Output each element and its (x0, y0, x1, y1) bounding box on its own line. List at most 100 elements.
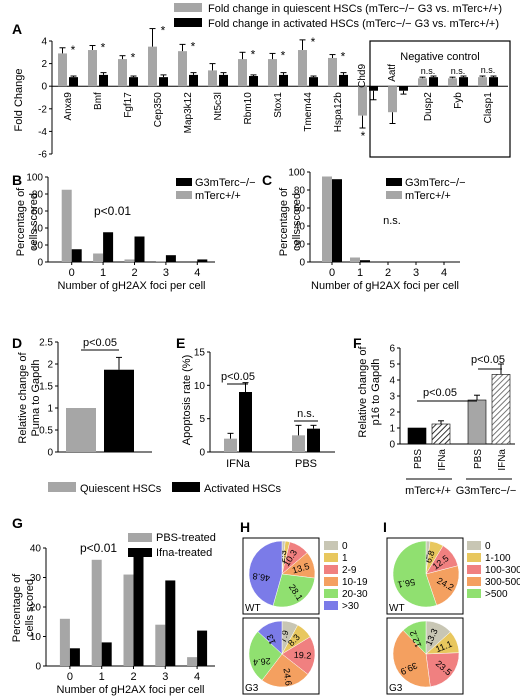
panel-a-y-label: Fold Change (13, 69, 25, 132)
pie-label-wt: WT (245, 603, 261, 614)
bar-activated-dusp2 (429, 77, 438, 87)
bar-quiescent-aatf (388, 86, 397, 113)
legend-label-i-1: 1-100 (485, 553, 511, 564)
bar-ifnatreated-1 (101, 642, 112, 666)
panel-c-annotation: n.s. (383, 215, 401, 227)
panel-a-y-tick-label: -6 (38, 150, 47, 161)
pie-h-wt-slice-label: 46.8 (252, 571, 271, 583)
bar-label-ifna: IFNa (437, 449, 448, 471)
x-tick-label: 0 (69, 267, 75, 279)
bar-activated-rbm10 (249, 76, 258, 87)
panel-letter-e: E (176, 335, 185, 351)
bar-quiescent-tmem44 (298, 50, 307, 87)
panel-b-y-tick-label: 100 (26, 173, 43, 184)
bar-quiescent-dusp2 (418, 78, 427, 87)
x-tick-label: 2 (131, 267, 137, 279)
x-tick-label: 1 (357, 267, 363, 279)
legend-swatch-activated-hscs (172, 482, 200, 492)
bar-mterc-2 (124, 259, 135, 262)
legend-label-i-0: 0 (485, 541, 491, 552)
panel-a-y-tick-label: 0 (41, 82, 47, 93)
bar-quiescent-stox1 (268, 59, 277, 87)
negative-control-box (369, 40, 511, 158)
legend-swatch-quiescent-hscs (48, 482, 76, 492)
legend-label-h-4: 20-30 (342, 589, 368, 600)
legend-label-h-3: 10-19 (342, 577, 368, 588)
significance-marker: * (341, 50, 346, 64)
legend-label-g3: G3mTerc−/− (195, 177, 256, 189)
x-tick-label: 2 (130, 671, 136, 683)
x-tick-label: 0 (67, 671, 73, 683)
legend-swatch-h-2 (324, 565, 338, 574)
bar-p16-1 (431, 423, 451, 445)
bar-activated-tmem44 (309, 77, 318, 87)
category-label-clasp1: Clasp1 (483, 92, 494, 124)
panel-b-x-label: Number of gH2AX foci per cell (58, 280, 206, 292)
bar-quiescent-clasp1 (478, 77, 487, 87)
panel-b-annotation: p<0.01 (94, 204, 131, 218)
panel-d-annotation: p<0.05 (83, 337, 117, 349)
legend-swatch-quiescent (174, 3, 202, 12)
bar-mterc-0 (61, 189, 72, 262)
category-label-hspa12b: Hspa12b (333, 92, 344, 132)
panel-b-y-label-line1: Percentage of (15, 187, 27, 256)
panel-d-y-tick-label: 1 (47, 404, 53, 415)
legend-label-g3-c: G3mTerc−/− (405, 177, 466, 189)
panel-g-y-tick-label: 0 (35, 662, 41, 673)
legend-swatch-g3 (176, 178, 192, 186)
panel-g-annotation: p<0.01 (80, 541, 117, 555)
legend-swatch-i-0 (467, 541, 481, 550)
panel-e-y-tick-label: 0 (199, 448, 205, 459)
panel-f-y-tick-label: 2 (389, 408, 395, 419)
x-tick-label: 4 (441, 267, 447, 279)
legend-swatch-i-3 (467, 577, 481, 586)
legend-swatch-ifna (128, 548, 152, 557)
panel-f-y-tick-label: 0 (389, 440, 395, 451)
bar-activated-stox1 (279, 74, 288, 87)
bar-ifnatreated-3 (165, 580, 176, 666)
pie-h-g3-slice-2 (281, 636, 316, 675)
legend-label-wt-c: mTerc+/+ (405, 190, 451, 202)
category-label-bmf: Bmf (93, 92, 104, 110)
x-tick-label: 4 (194, 671, 200, 683)
pie-h-g3-slice-4 (248, 631, 283, 681)
legend-swatch-h-0 (324, 541, 338, 550)
category-label-fgf17: Fgf17 (123, 92, 134, 118)
bar-p16-2 (467, 399, 487, 445)
legend-label-pbs: PBS-treated (156, 532, 216, 544)
legend-label-wt: mTerc+/+ (195, 190, 241, 202)
panel-f-y-label-line1: Relative change of (357, 346, 369, 438)
pie-h-g3-slice-label: 19.2 (294, 650, 312, 661)
bar-quiescent-apoptosis-ifna (224, 438, 237, 452)
pie-h-wt-slice-label: 13.5 (291, 561, 311, 576)
pie-h-g3-slice-3 (261, 653, 309, 688)
legend-label-quiescent: Fold change in quiescent HSCs (mTerc−/− … (208, 3, 502, 15)
significance-marker: * (161, 24, 166, 38)
panel-g-x-label: Number of gH2AX foci per cell (57, 684, 205, 696)
legend-label-activated-hscs: Activated HSCs (204, 483, 282, 495)
bar-quiescent-fyb (448, 78, 457, 87)
pie-i-wt-slice-label: 56.1 (397, 577, 416, 590)
bar-quiescent-fgf17 (118, 59, 127, 87)
bar-activated-aatf (399, 86, 408, 91)
legend-swatch-h-5 (324, 601, 338, 610)
panel-e-y-tick-label: 5 (199, 414, 205, 425)
bar-g3mterc-2 (134, 236, 145, 262)
panel-f-annotation-left: p<0.05 (423, 387, 457, 399)
pie-h-g3-slice-label: 13 (264, 633, 277, 646)
legend-label-activated: Fold change in activated HSCs (mTerc−/− … (208, 18, 499, 30)
legend-swatch-g3-c (386, 178, 402, 186)
pie-h-wt-slice-label: 2.3 (276, 549, 288, 563)
bar-g3mterc-3 (165, 255, 176, 262)
legend-label-quiescent-hscs: Quiescent HSCs (80, 483, 162, 495)
pie-i-g3-slice-3 (392, 629, 431, 688)
x-tick-label: 3 (162, 671, 168, 683)
panel-c-y-label-line2: cells scored (291, 193, 303, 251)
bar-quiescent-nt5c3l (208, 70, 217, 87)
legend-swatch-i-4 (467, 589, 481, 598)
panel-c-y-tick-label: 80 (294, 186, 306, 197)
panel-g-y-label-line1: Percentage of (11, 573, 23, 642)
panel-c-x-label: Number of gH2AX foci per cell (311, 280, 459, 292)
panel-f-y-tick-label: 1 (389, 424, 395, 435)
